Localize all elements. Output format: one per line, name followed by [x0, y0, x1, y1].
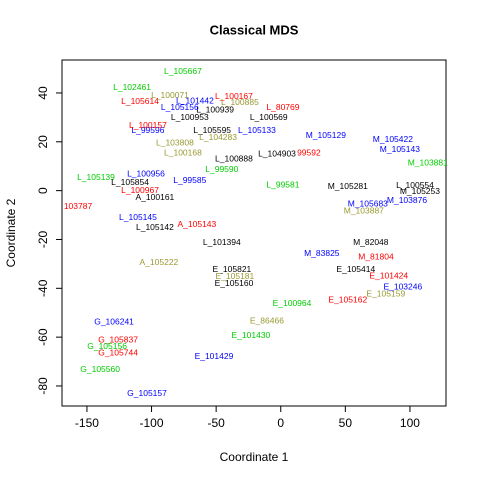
x-tick-label: -100: [140, 416, 164, 430]
point-label: L_101442: [176, 95, 214, 105]
plot-box: [61, 59, 447, 407]
point-label: E_86466: [250, 315, 284, 325]
point-label: G_105837: [98, 334, 138, 344]
point-label: A_100161: [136, 192, 175, 202]
y-tick-label: 40: [36, 86, 50, 100]
chart-title: Classical MDS: [210, 22, 299, 37]
point-label: G_106241: [94, 316, 134, 326]
point-label: M_105143: [380, 144, 420, 154]
point-label: G_105744: [98, 347, 138, 357]
point-label: E_105160: [215, 278, 254, 288]
point-label: L_100956: [127, 168, 165, 178]
point-label: L_105145: [119, 212, 157, 222]
point-label: L_105667: [164, 66, 202, 76]
point-label: 103787: [64, 201, 93, 211]
point-label: G_105560: [80, 364, 120, 374]
point-label: M_82048: [353, 237, 389, 247]
point-label: L_105595: [193, 125, 231, 135]
point-label: L_99590: [205, 164, 238, 174]
point-label: L_100888: [215, 153, 253, 163]
point-label: L_100554: [396, 180, 434, 190]
point-label: L_101394: [203, 237, 241, 247]
y-tick-label: -40: [36, 279, 50, 297]
point-label: M_103887: [344, 205, 384, 215]
point-label: M_105683: [348, 198, 388, 208]
point-label: E_105414: [336, 264, 375, 274]
point-label: L_102461: [113, 82, 151, 92]
point-label: L_105133: [238, 125, 276, 135]
point-label: L_100939: [196, 104, 234, 114]
point-label: G_105157: [127, 388, 167, 398]
x-tick-label: 0: [277, 416, 284, 430]
point-label: E_101429: [195, 351, 234, 361]
point-label: L_105139: [77, 172, 115, 182]
point-label: E_101430: [232, 330, 271, 340]
point-label: M_105281: [328, 181, 368, 191]
point-label: E_101424: [369, 270, 408, 280]
y-tick-label: 0: [36, 187, 50, 194]
point-label: E_100964: [273, 298, 312, 308]
y-axis-title: Coordinate 2: [4, 198, 18, 267]
y-tick-label: 20: [36, 135, 50, 149]
point-label: A_105143: [178, 219, 217, 229]
point-label: L_105614: [121, 96, 159, 106]
point-label: L_104903: [258, 148, 296, 158]
point-label: E_105821: [213, 264, 252, 274]
point-label: L_100167: [215, 91, 253, 101]
point-label: M_103876: [387, 195, 427, 205]
point-label: L_100168: [164, 147, 202, 157]
point-label: E_105159: [366, 288, 405, 298]
point-label: L_100885: [221, 97, 259, 107]
point-label: G_105156: [87, 341, 127, 351]
x-axis-title: Coordinate 1: [220, 450, 289, 464]
x-tick-label: 100: [400, 416, 420, 430]
point-label: L_103808: [156, 137, 194, 147]
point-label: L_100071: [151, 90, 189, 100]
point-label: L_105142: [136, 222, 174, 232]
point-label: E_105181: [215, 271, 254, 281]
point-label: M_105129: [306, 130, 346, 140]
y-tick-label: -60: [36, 328, 50, 346]
point-label: M_83825: [304, 248, 340, 258]
point-label: M_105253: [400, 186, 440, 196]
point-label: L_99585: [173, 175, 206, 185]
point-label: L_99581: [266, 179, 299, 189]
point-label: L_104283: [199, 132, 237, 142]
point-label: E_103246: [383, 281, 422, 291]
point-label: M_81804: [358, 251, 394, 261]
point-label: 99592: [297, 147, 321, 157]
x-tick-label: 50: [339, 416, 353, 430]
x-tick-label: -150: [75, 416, 99, 430]
point-label: A_105222: [140, 257, 179, 267]
point-label: L_100157: [129, 120, 167, 130]
point-label: L_100953: [171, 112, 209, 122]
y-tick-label: -80: [36, 377, 50, 395]
point-label: L_80769: [266, 102, 299, 112]
point-label: L_100967: [121, 185, 159, 195]
point-label: L_99596: [131, 125, 164, 135]
x-tick-label: -50: [207, 416, 225, 430]
point-label: E_105162: [328, 294, 367, 304]
point-label: M_105422: [373, 134, 413, 144]
point-label: L_105156: [161, 102, 199, 112]
y-tick-label: -20: [36, 230, 50, 248]
point-label: L_105854: [111, 177, 149, 187]
point-label: L_100569: [250, 112, 288, 122]
point-label: M_103881: [408, 157, 448, 167]
